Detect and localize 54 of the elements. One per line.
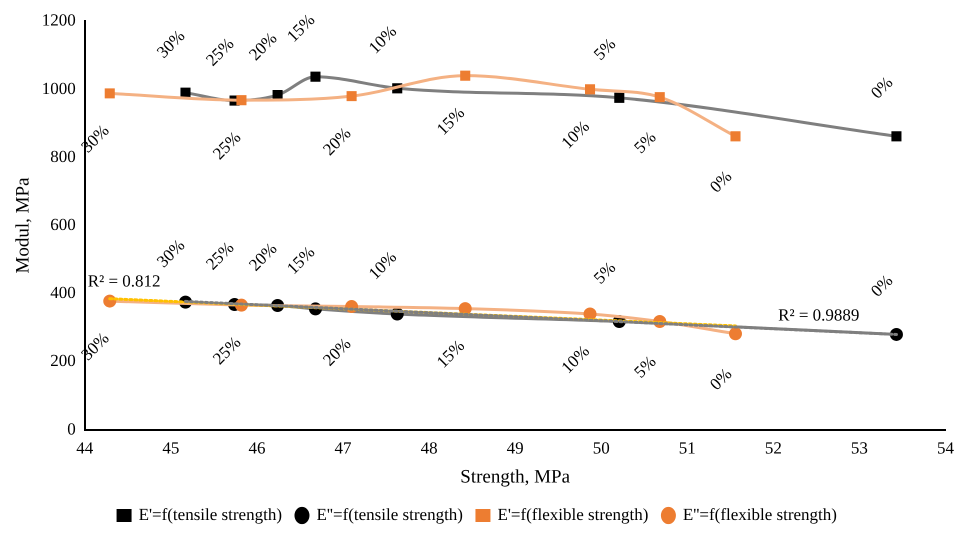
annotation: 10% bbox=[558, 116, 594, 152]
annotation: 10% bbox=[364, 248, 400, 284]
annotation: 15% bbox=[432, 336, 468, 372]
annotation: 5% bbox=[630, 128, 660, 158]
x-tick-label: 53 bbox=[850, 438, 868, 458]
annotation: 20% bbox=[245, 28, 281, 64]
y-tick-label: 800 bbox=[50, 146, 76, 166]
annotation: 0% bbox=[706, 166, 736, 196]
annotation: 0% bbox=[866, 271, 896, 300]
annotation: 30% bbox=[153, 26, 189, 62]
annotation: 20% bbox=[245, 239, 281, 275]
y-tick-label: 1000 bbox=[42, 78, 76, 98]
x-tick-label: 44 bbox=[76, 438, 94, 458]
y-tick-label: 400 bbox=[50, 283, 76, 302]
x-tick-label: 52 bbox=[764, 438, 782, 458]
annotation: 10% bbox=[558, 342, 594, 378]
annotation: 10% bbox=[364, 22, 400, 58]
y-tick-label: 0 bbox=[67, 419, 76, 438]
x-axis-title: Strength, MPa bbox=[460, 466, 571, 488]
x-tick-label: 45 bbox=[162, 438, 180, 458]
annotation: 0% bbox=[866, 72, 896, 102]
annotation: 30% bbox=[77, 120, 113, 156]
annotation: 25% bbox=[202, 34, 238, 70]
x-tick-label: 49 bbox=[506, 438, 524, 458]
annotation: 30% bbox=[153, 236, 189, 272]
annotation: R² = 0.9889 bbox=[778, 306, 860, 325]
legend-label: E'=f(tensile strength) bbox=[138, 504, 282, 524]
x-tick-label: 46 bbox=[248, 438, 266, 458]
annotation: 15% bbox=[283, 242, 318, 278]
annotation: 15% bbox=[283, 10, 318, 46]
annotation: 20% bbox=[319, 334, 355, 370]
annotation: 25% bbox=[208, 128, 244, 164]
annotation: 25% bbox=[202, 238, 238, 274]
annotation: 30% bbox=[77, 328, 113, 364]
x-tick-label: 54 bbox=[937, 438, 954, 458]
annotation: 20% bbox=[319, 124, 355, 160]
annotation: 0% bbox=[706, 364, 736, 394]
annotation: 5% bbox=[590, 258, 620, 288]
annotation: 5% bbox=[590, 34, 620, 64]
legend-label: E''=f(flexible strength) bbox=[682, 504, 837, 524]
y-tick-label: 600 bbox=[50, 214, 76, 234]
annotation: 15% bbox=[432, 103, 468, 139]
legend-label: E'=f(flexible strength) bbox=[497, 504, 648, 524]
annotation: R² = 0.812 bbox=[88, 272, 161, 291]
x-tick-label: 51 bbox=[678, 438, 696, 458]
y-tick-label: 1200 bbox=[42, 10, 76, 30]
x-tick-label: 48 bbox=[420, 438, 438, 458]
legend-label: E''=f(tensile strength) bbox=[316, 504, 463, 524]
x-tick-label: 47 bbox=[334, 438, 352, 458]
y-tick-label: 200 bbox=[50, 351, 76, 370]
y-axis-title: Modul, MPa bbox=[12, 176, 34, 274]
x-tick-label: 50 bbox=[592, 438, 610, 458]
annotation: 5% bbox=[630, 352, 660, 382]
annotation: 25% bbox=[208, 332, 244, 368]
